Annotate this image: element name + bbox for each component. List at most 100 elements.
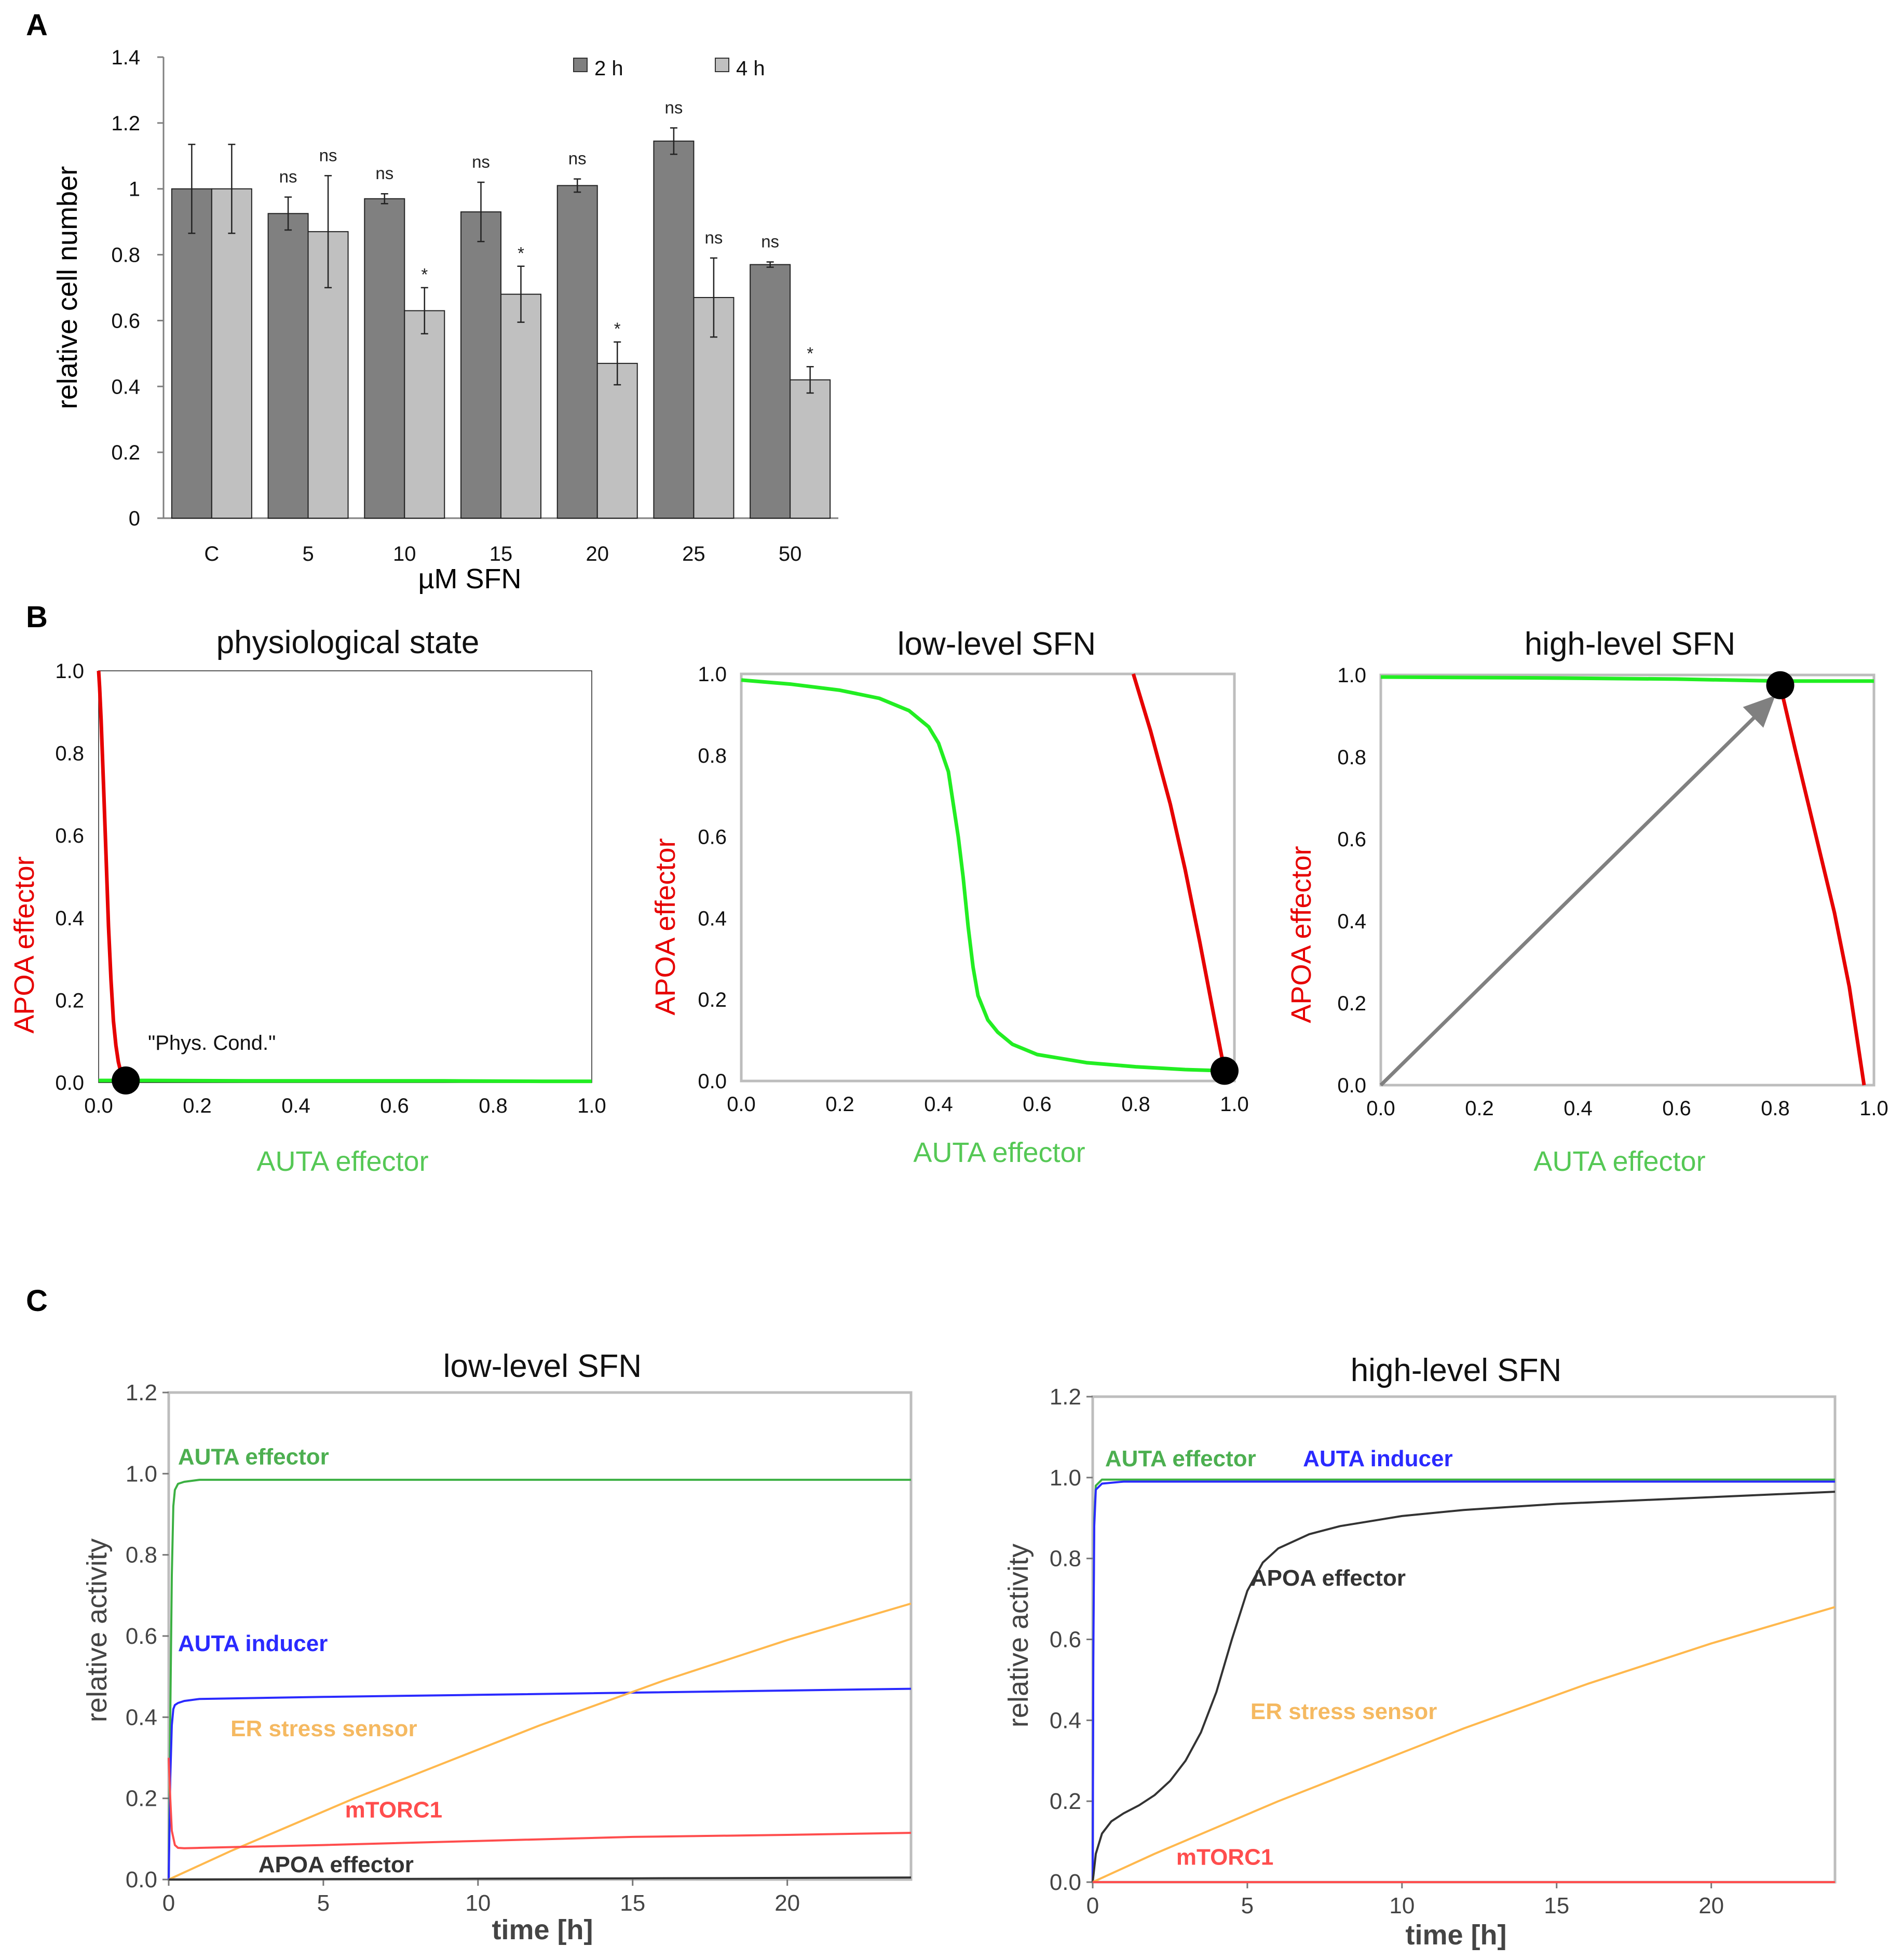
significance-label: ns (568, 149, 587, 168)
y-tick-label: 1.0 (1337, 664, 1366, 687)
series-label-er-stress-sensor: ER stress sensor (1250, 1699, 1437, 1724)
x-tick-label: 0 (1086, 1893, 1099, 1918)
y-tick-label: 1.2 (111, 112, 140, 135)
panel-a-x-label: µM SFN (418, 563, 521, 594)
panel-a-bar-chart: µM SFN relative cell number 2 h 4 h 0 0.2… (52, 46, 838, 594)
y-tick-label: 0.4 (1050, 1708, 1081, 1733)
legend-swatch-2h (573, 58, 588, 72)
x-tick-label: 1.0 (1220, 1093, 1249, 1116)
fixed-point-marker (1766, 671, 1795, 699)
y-tick-label: 1.0 (1050, 1465, 1081, 1491)
panel-b1-y-label: APOA effector (9, 856, 40, 1033)
plot-frame (98, 670, 592, 1083)
x-tick-label: 0.2 (183, 1094, 212, 1117)
series-line-er-stress-sensor (1092, 1606, 1836, 1883)
series-line-er-stress-sensor (168, 1602, 912, 1881)
y-tick-label: 0.4 (55, 907, 84, 930)
x-tick-label: 1.0 (1859, 1097, 1888, 1120)
bar-4h (790, 379, 831, 519)
x-tick-label: 1.0 (577, 1094, 606, 1117)
y-tick-label: 0.2 (1337, 992, 1366, 1015)
y-tick-label: 0.4 (1337, 910, 1366, 933)
y-tick-label: 0.8 (126, 1543, 157, 1568)
y-tick-label: 0.4 (126, 1705, 157, 1730)
x-tick-label: 0.4 (924, 1093, 953, 1116)
apoa-nullcline (1131, 673, 1227, 1072)
y-tick-label: 1.4 (111, 46, 140, 69)
x-tick-label: 25 (682, 543, 705, 565)
fixed-point-label: "Phys. Cond." (148, 1032, 276, 1055)
y-tick-label: 1.0 (126, 1461, 157, 1486)
x-tick-label: 15 (620, 1890, 645, 1916)
x-tick-label: 0.0 (1366, 1097, 1395, 1120)
x-tick-label: 0.4 (281, 1094, 310, 1117)
significance-label: ns (761, 232, 779, 251)
legend-swatch-4h (715, 58, 729, 72)
y-tick-label: 0.0 (126, 1867, 157, 1893)
x-tick-label: 0.0 (84, 1094, 113, 1117)
y-tick-label: 0.6 (1050, 1627, 1081, 1653)
x-tick-label: C (204, 543, 219, 565)
x-tick-label: 0.6 (1662, 1097, 1691, 1120)
y-tick-label: 0.6 (698, 826, 727, 849)
bar-2h (653, 140, 695, 519)
panel-c1-x-label: time [h] (492, 1914, 593, 1945)
series-line-auta-effector (1092, 1478, 1835, 1883)
x-tick-label: 10 (393, 543, 416, 565)
plot-frame (1379, 673, 1875, 1087)
y-tick-label: 0.0 (55, 1072, 84, 1094)
significance-label: ns (664, 98, 683, 117)
series-label-mtorc1: mTORC1 (1176, 1845, 1273, 1870)
fixed-point-marker (1211, 1057, 1239, 1085)
x-tick-label: 0.0 (727, 1093, 756, 1116)
y-tick-label: 0.8 (698, 745, 727, 767)
panel-b3-y-label: APOA effector (1286, 846, 1317, 1023)
y-tick-label: 1.0 (698, 663, 727, 686)
series-line-apoa-effector (1092, 1491, 1836, 1883)
panel-b-high-level-sfn: high-level SFN AUTA effector APOA effect… (1286, 626, 1888, 1177)
panel-c2-x-label: time [h] (1406, 1920, 1507, 1951)
y-tick-label: 0 (129, 507, 140, 530)
panel-letter-b: B (26, 600, 48, 634)
significance-label: * (614, 319, 621, 339)
series-line-auta-effector (168, 1479, 911, 1880)
panel-b1-x-label: AUTA effector (256, 1146, 428, 1177)
bar-2h (171, 188, 212, 519)
series-line-auta-inducer (168, 1687, 912, 1880)
significance-label: ns (375, 164, 393, 183)
y-tick-label: 0.2 (111, 441, 140, 464)
bar-2h (460, 211, 501, 519)
y-tick-label: 1.0 (55, 660, 84, 683)
series-line-apoa-effector (168, 1876, 912, 1881)
y-tick-label: 0.2 (126, 1786, 157, 1812)
significance-label: * (807, 344, 813, 363)
significance-label: ns (319, 145, 337, 165)
series-label-auta-effector: AUTA effector (178, 1444, 329, 1470)
x-tick-label: 20 (586, 543, 609, 565)
bar-4h (211, 188, 252, 519)
panel-c2-title: high-level SFN (1351, 1353, 1562, 1388)
panel-c2-y-label: relative activity (1003, 1544, 1034, 1727)
x-tick-label: 0.4 (1564, 1097, 1593, 1120)
y-tick-label: 0.8 (111, 244, 140, 267)
y-tick-label: 0.2 (55, 989, 84, 1012)
panel-c-high-level-sfn: high-level SFN time [h] relative activit… (1003, 1353, 1837, 1951)
auta-nullcline (99, 1078, 592, 1084)
x-tick-label: 0.8 (479, 1094, 508, 1117)
y-tick-label: 0.8 (1050, 1546, 1081, 1572)
y-tick-label: 0.4 (698, 907, 727, 930)
series-label-apoa-effector: APOA effector (259, 1852, 414, 1877)
y-tick-label: 0.0 (1050, 1870, 1081, 1895)
legend-label-4h: 4 h (736, 57, 765, 80)
plot-frame (740, 672, 1236, 1083)
significance-label: ns (472, 152, 490, 171)
series-label-apoa-effector: APOA effector (1250, 1565, 1406, 1591)
x-tick-label: 5 (317, 1890, 330, 1916)
trajectory-arrow-shaft (1379, 711, 1761, 1087)
fixed-point-marker (112, 1066, 140, 1095)
series-line-mtorc1 (168, 1758, 912, 1849)
x-tick-label: 0.8 (1121, 1093, 1150, 1116)
apoa-nullcline (1778, 685, 1866, 1086)
x-tick-label: 20 (774, 1890, 800, 1916)
panel-b2-y-label: APOA effector (650, 838, 681, 1015)
